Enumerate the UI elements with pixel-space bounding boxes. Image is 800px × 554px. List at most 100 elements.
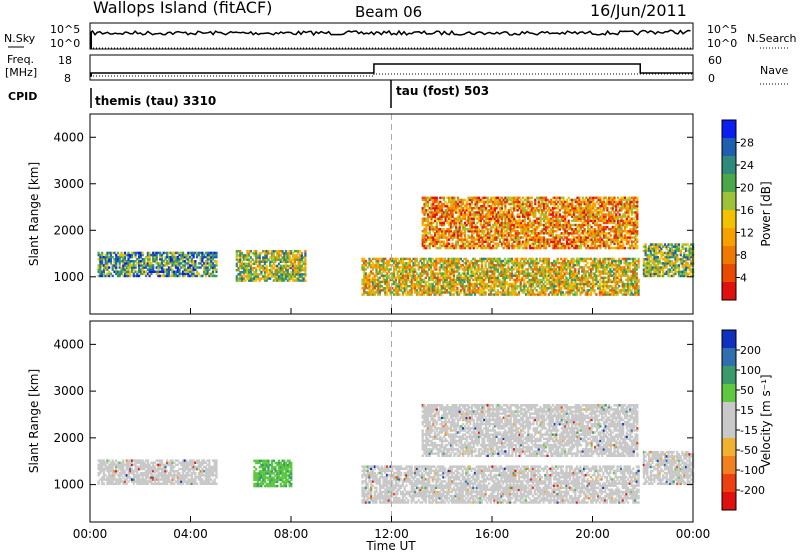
range-gate-cell xyxy=(408,266,411,269)
range-gate-cell xyxy=(505,259,508,263)
range-gate-cell xyxy=(127,268,130,271)
range-gate-cell xyxy=(563,264,566,267)
range-gate-cell xyxy=(143,270,146,273)
range-gate-cell xyxy=(368,287,371,290)
range-gate-cell xyxy=(543,213,546,216)
range-gate-cell xyxy=(447,287,450,290)
range-gate-cell xyxy=(595,293,598,296)
range-gate-cell xyxy=(370,266,373,269)
range-gate-cell xyxy=(386,278,389,282)
range-gate-cell xyxy=(451,232,454,235)
range-gate-cell xyxy=(371,293,375,296)
range-gate-cell xyxy=(439,236,442,239)
range-gate-cell xyxy=(539,236,542,239)
range-gate-cell xyxy=(581,278,584,282)
range-gate-cell xyxy=(485,215,488,218)
range-gate-cell xyxy=(572,284,575,288)
range-gate-cell xyxy=(155,266,158,269)
range-gate-cell xyxy=(435,266,438,269)
range-gate-cell xyxy=(176,270,179,273)
range-gate-cell xyxy=(241,256,244,259)
range-gate-cell xyxy=(475,289,478,292)
range-gate-cell xyxy=(568,291,572,294)
range-gate-cell xyxy=(500,236,503,239)
range-gate-cell xyxy=(279,258,282,261)
range-gate-cell xyxy=(477,274,480,277)
range-gate-cell xyxy=(248,279,251,282)
range-gate-cell xyxy=(479,200,482,204)
range-gate-cell xyxy=(504,242,507,246)
range-gate-cell xyxy=(127,270,130,273)
range-gate-cell xyxy=(560,264,563,267)
range-gate-cell xyxy=(533,264,536,267)
range-gate-cell xyxy=(419,272,422,275)
range-gate-cell xyxy=(375,268,378,271)
range-gate-cell xyxy=(476,217,479,220)
range-gate-cell xyxy=(182,253,185,257)
range-gate-cell xyxy=(408,289,411,292)
range-gate-cell xyxy=(412,268,415,271)
range-gate-cell xyxy=(528,211,532,214)
range-gate-cell xyxy=(505,270,508,273)
range-gate-cell xyxy=(375,264,378,267)
range-gate-cell xyxy=(521,268,524,271)
range-gate-cell xyxy=(444,236,447,239)
range-gate-cell xyxy=(634,291,637,294)
range-gate-cell xyxy=(387,289,390,292)
range-gate-cell xyxy=(176,255,179,259)
range-gate-cell xyxy=(423,217,426,220)
range-gate-cell xyxy=(528,213,532,216)
range-gate-cell xyxy=(485,234,488,237)
range-gate-cell xyxy=(145,270,148,273)
range-gate-cell xyxy=(488,289,491,292)
range-gate-cell xyxy=(502,270,505,273)
range-gate-cell xyxy=(519,266,522,269)
range-gate-cell xyxy=(382,268,385,271)
range-gate-cell xyxy=(215,260,218,263)
range-gate-cell xyxy=(623,261,626,265)
range-gate-cell xyxy=(539,217,542,220)
range-gate-cell xyxy=(101,272,104,276)
range-gate-cell xyxy=(561,293,564,296)
range-gate-cell xyxy=(513,215,516,218)
range-gate-cell xyxy=(422,272,426,275)
range-gate-cell xyxy=(277,252,281,255)
range-gate-cell xyxy=(530,278,533,282)
range-gate-cell xyxy=(377,276,380,280)
range-gate-cell xyxy=(459,284,462,288)
range-gate-cell xyxy=(493,287,496,290)
range-gate-cell xyxy=(456,215,459,218)
range-gate-cell xyxy=(564,219,567,223)
range-gate-cell xyxy=(407,257,410,261)
range-gate-cell xyxy=(456,202,459,206)
range-gate-cell xyxy=(511,234,514,237)
range-gate-cell xyxy=(253,250,256,253)
range-gate-cell xyxy=(470,234,474,237)
range-gate-cell xyxy=(609,257,612,261)
range-gate-cell xyxy=(276,252,279,255)
range-gate-cell xyxy=(502,293,505,296)
range-gate-cell xyxy=(635,276,638,280)
range-gate-cell xyxy=(129,253,132,257)
range-gate-cell xyxy=(513,236,516,239)
range-gate-cell xyxy=(150,264,153,267)
range-gate-cell xyxy=(507,274,510,277)
range-gate-cell xyxy=(456,228,459,231)
range-gate-cell xyxy=(183,274,186,278)
range-gate-cell xyxy=(542,278,545,282)
range-gate-cell xyxy=(583,276,586,280)
range-gate-cell xyxy=(498,264,501,267)
range-gate-cell xyxy=(248,254,251,257)
range-gate-cell xyxy=(510,282,513,286)
range-gate-cell xyxy=(434,204,437,208)
range-gate-cell xyxy=(182,258,185,261)
range-gate-cell xyxy=(253,262,256,266)
range-gate-cell xyxy=(463,236,467,239)
range-gate-cell xyxy=(586,282,589,286)
range-gate-cell xyxy=(497,242,500,246)
range-gate-cell xyxy=(564,228,567,231)
range-gate-cell xyxy=(539,266,542,269)
range-gate-cell xyxy=(539,259,542,263)
range-gate-cell xyxy=(118,258,121,261)
range-gate-cell xyxy=(106,260,109,263)
